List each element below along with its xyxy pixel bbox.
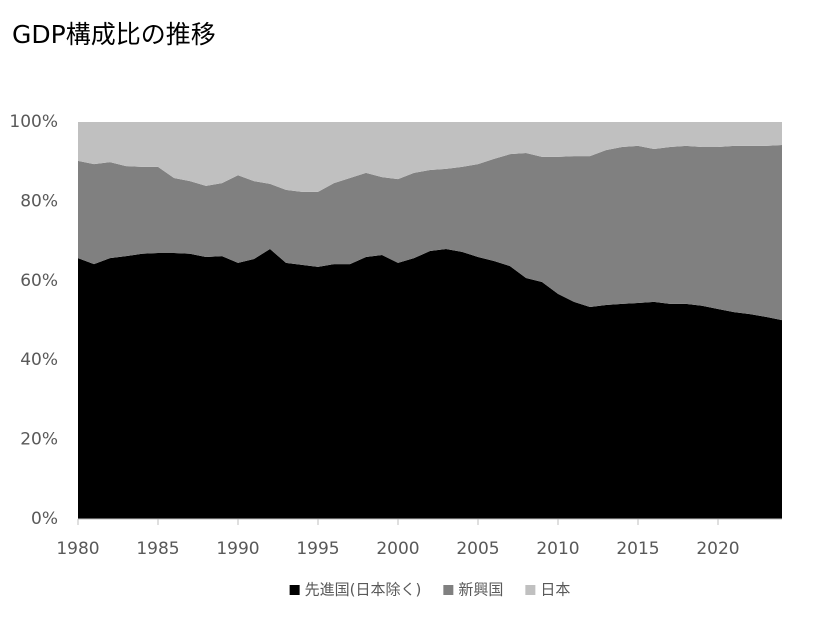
legend-label: 新興国 [458, 581, 503, 599]
y-tick-label: 100% [9, 112, 58, 132]
x-tick-label: 1980 [56, 539, 99, 559]
y-tick-label: 80% [20, 191, 58, 211]
legend-swatch [443, 585, 454, 595]
area [78, 122, 782, 192]
area [78, 145, 782, 321]
legend-label: 日本 [540, 581, 570, 599]
legend-swatch [289, 585, 300, 595]
legend-label: 先進国(日本除く) [305, 581, 422, 599]
x-tick-label: 2005 [456, 539, 499, 559]
y-tick-label: 60% [20, 271, 58, 291]
area [78, 249, 782, 520]
y-tick-label: 0% [31, 509, 58, 529]
y-tick-label: 20% [20, 430, 58, 450]
x-tick-label: 2015 [616, 539, 659, 559]
x-tick-label: 2000 [376, 539, 419, 559]
chart-title: GDP構成比の推移 [12, 20, 216, 49]
legend: 先進国(日本除く) 新興国 日本 [289, 581, 570, 599]
x-tick-label: 2010 [536, 539, 579, 559]
x-tick-label: 1985 [136, 539, 179, 559]
x-tick-label: 1990 [216, 539, 259, 559]
legend-swatch [525, 585, 536, 595]
y-tick-label: 40% [20, 350, 58, 370]
x-tick-label: 1995 [296, 539, 339, 559]
x-tick-label: 2020 [696, 539, 739, 559]
